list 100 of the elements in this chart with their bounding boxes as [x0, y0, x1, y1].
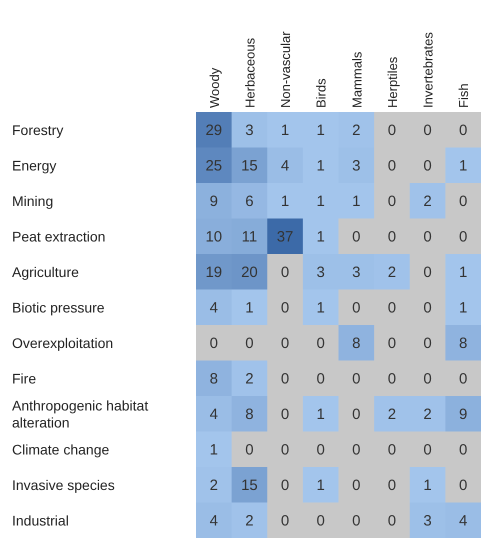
- data-label: 0: [280, 476, 290, 494]
- data-label: 4: [280, 157, 290, 174]
- data-label: 4: [210, 299, 218, 316]
- data-label: 8: [352, 334, 360, 352]
- data-label: 2: [210, 476, 218, 494]
- data-label: 2: [388, 406, 396, 423]
- data-label: 19: [205, 264, 222, 281]
- data-label: 0: [423, 228, 432, 246]
- data-label: 2: [245, 370, 254, 388]
- data-label: 0: [316, 512, 325, 530]
- data-label: 0: [423, 299, 432, 316]
- data-label: 0: [280, 406, 290, 423]
- data-label: 4: [459, 512, 468, 530]
- data-label: 0: [316, 334, 325, 352]
- x-tick-label: Fish: [456, 83, 472, 108]
- y-tick-label: Agriculture: [12, 264, 80, 280]
- data-label: 1: [316, 476, 325, 494]
- data-label: 0: [388, 476, 396, 494]
- data-label: 8: [245, 406, 254, 423]
- data-label: 0: [423, 370, 432, 388]
- data-label: 0: [459, 370, 468, 388]
- data-label: 0: [280, 264, 290, 281]
- data-label: 0: [280, 441, 290, 458]
- data-label: 9: [459, 406, 468, 423]
- data-label: 1: [459, 299, 468, 316]
- data-label: 20: [241, 264, 258, 281]
- data-label: 0: [459, 441, 468, 458]
- data-label: 0: [352, 512, 360, 530]
- y-tick-label: Invasive species: [12, 476, 115, 493]
- data-label: 0: [352, 228, 360, 246]
- data-label: 0: [280, 512, 290, 530]
- y-tick-label: Overexploitation: [12, 334, 114, 351]
- data-label: 2: [423, 192, 432, 210]
- data-label: 0: [459, 192, 468, 210]
- data-label: 1: [316, 228, 325, 246]
- data-label: 1: [459, 264, 468, 281]
- data-label: 25: [205, 157, 222, 174]
- data-label: 1: [316, 406, 325, 423]
- data-label: 3: [423, 512, 432, 530]
- data-label: 1: [352, 192, 360, 210]
- data-label: 0: [423, 264, 432, 281]
- data-label: 2: [245, 512, 254, 530]
- y-tick-label: Anthropogenic habitat alteration: [12, 397, 148, 430]
- data-label: 8: [210, 370, 218, 388]
- data-label: 9: [210, 192, 218, 210]
- data-label: 29: [205, 122, 222, 139]
- data-label: 0: [280, 334, 290, 352]
- data-label: 2: [352, 122, 360, 139]
- y-tick-label: Forestry: [12, 122, 64, 138]
- data-label: 0: [388, 334, 396, 352]
- data-label: 0: [352, 441, 360, 458]
- y-tick-label: Fire: [12, 370, 36, 386]
- data-label: 0: [423, 157, 432, 174]
- data-label: 3: [352, 264, 360, 281]
- data-label: 0: [423, 122, 432, 139]
- data-label: 1: [423, 476, 432, 494]
- data-label: 2: [388, 264, 396, 281]
- data-label: 0: [210, 334, 218, 352]
- data-label: 0: [423, 441, 432, 458]
- data-label: 2: [423, 406, 432, 423]
- data-label: 1: [316, 299, 325, 316]
- data-label: 1: [459, 157, 468, 174]
- data-label: 0: [388, 512, 396, 530]
- data-label: 0: [388, 370, 396, 388]
- y-tick-label: Climate change: [12, 441, 110, 458]
- y-tick-label: Peat extraction: [12, 228, 106, 244]
- data-label: 1: [280, 122, 290, 139]
- data-label: 1: [316, 157, 325, 174]
- data-label: 0: [423, 334, 432, 352]
- data-label: 0: [459, 476, 468, 494]
- x-tick-label: Non-vascular: [278, 30, 294, 108]
- y-tick-label: Energy: [12, 157, 56, 174]
- data-label: 4: [210, 512, 218, 530]
- y-tick-label: Industrial: [12, 512, 69, 528]
- data-label: 0: [388, 192, 396, 210]
- data-label: 0: [245, 441, 254, 458]
- data-label: 0: [388, 299, 396, 316]
- data-label: 3: [352, 157, 360, 174]
- x-tick-label: Mammals: [349, 51, 364, 108]
- data-label: 0: [352, 406, 360, 423]
- x-tick-label: Herptiles: [384, 56, 400, 108]
- data-label: 10: [205, 228, 222, 246]
- data-label: 1: [245, 299, 254, 316]
- data-label: 1: [210, 441, 218, 458]
- y-tick-label: Mining: [12, 192, 54, 209]
- data-label: 0: [388, 157, 396, 174]
- data-label: 1: [280, 192, 290, 210]
- data-label: 0: [459, 122, 468, 139]
- data-label: 11: [242, 228, 258, 246]
- data-label: 0: [352, 299, 360, 316]
- x-tick-label: Invertebrates: [420, 32, 436, 108]
- data-label: 0: [352, 370, 360, 388]
- y-tick-label: Biotic pressure: [12, 299, 105, 316]
- data-label: 3: [316, 264, 325, 281]
- data-label: 4: [210, 406, 218, 423]
- x-tick-label: Herbaceous: [242, 37, 258, 108]
- x-tick-label: Woody: [206, 67, 222, 108]
- data-label: 0: [459, 228, 468, 246]
- data-label: 15: [241, 476, 258, 494]
- data-label: 8: [459, 334, 468, 352]
